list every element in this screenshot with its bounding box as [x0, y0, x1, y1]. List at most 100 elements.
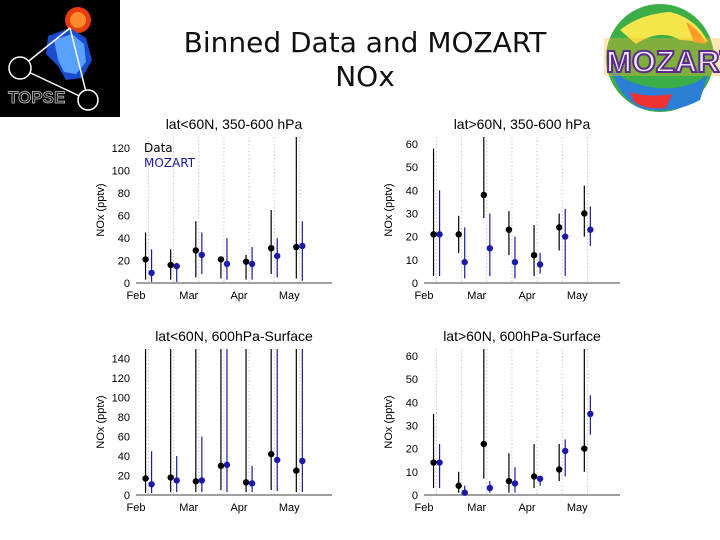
- y-tick-label: 30: [406, 420, 418, 432]
- y-tick-label: 120: [112, 373, 130, 385]
- model-point: [511, 480, 519, 487]
- chart-top-left: lat<60N, 350-600 hPa NOx (pptv) 0 20 40 60 80 1…: [95, 116, 332, 302]
- y-tick-label: 40: [406, 397, 418, 409]
- data-point: [142, 256, 149, 263]
- chart-top-right: lat>60N, 350-600 hPa NOx (pptv) 0 10 20 30 40 5…: [383, 116, 620, 302]
- data-point: [242, 258, 250, 265]
- data-point: [505, 477, 513, 485]
- y-tick-label: 30: [406, 208, 418, 220]
- y-tick-label: 60: [406, 351, 418, 363]
- chart-title: lat<60N, 600hPa-Surface: [155, 328, 313, 344]
- chart-title: lat>60N, 600hPa-Surface: [443, 328, 601, 344]
- data-point: [530, 473, 538, 480]
- y-tick-label: 140: [112, 354, 130, 366]
- slide-title-line1: Binned Data and MOZART: [183, 26, 547, 59]
- data-point: [455, 482, 462, 489]
- data-point: [267, 450, 275, 458]
- y-axis-label: NOx (pptv): [95, 183, 107, 236]
- data-point: [267, 244, 275, 252]
- data-point: [192, 478, 200, 485]
- y-tick-label: 0: [412, 490, 418, 502]
- x-tick-label: May: [279, 502, 300, 514]
- model-point: [274, 456, 281, 464]
- model-point: [173, 477, 180, 484]
- y-axis-label: NOx (pptv): [95, 395, 107, 448]
- model-point: [436, 231, 443, 238]
- y-tick-label: 60: [118, 211, 130, 223]
- data-point: [217, 256, 225, 263]
- data-point: [167, 474, 174, 481]
- x-tick-label: Mar: [467, 290, 486, 302]
- chart-bottom-left: lat<60N, 600hPa-Surface NOx (pptv) 0 20 40 60…: [95, 328, 332, 514]
- model-point: [461, 489, 468, 496]
- slide-title: Binned Data and MOZART NOx: [150, 26, 580, 94]
- model-point: [274, 252, 281, 260]
- data-point: [293, 467, 300, 474]
- model-point: [223, 260, 231, 268]
- y-tick-label: 80: [118, 188, 130, 200]
- data-point: [293, 243, 300, 251]
- mozart-logo: MOZART: [600, 0, 720, 117]
- x-tick-label: Feb: [127, 290, 146, 302]
- data-point: [555, 224, 563, 231]
- model-point: [461, 258, 468, 266]
- data-point: [455, 231, 462, 238]
- data-point: [505, 226, 513, 233]
- model-point: [248, 480, 256, 487]
- data-point: [217, 462, 225, 469]
- legend: Data MOZART: [144, 141, 195, 171]
- x-tick-label: Feb: [127, 502, 146, 514]
- x-tick-label: Apr: [518, 290, 535, 302]
- model-point: [562, 233, 569, 240]
- logo-right-text: MOZART: [606, 44, 720, 79]
- x-tick-label: Feb: [415, 290, 434, 302]
- y-tick-label: 0: [124, 278, 130, 290]
- model-point: [587, 410, 594, 418]
- model-point: [486, 245, 494, 252]
- model-point: [536, 261, 544, 268]
- slide-title-line2: NOx: [335, 60, 395, 93]
- y-tick-label: 20: [118, 471, 130, 483]
- data-point: [581, 210, 588, 217]
- y-axis-label: NOx (pptv): [383, 183, 395, 236]
- data-point: [242, 479, 250, 486]
- y-tick-label: 0: [412, 278, 418, 290]
- y-axis-label: NOx (pptv): [383, 395, 395, 448]
- chart-title: lat>60N, 350-600 hPa: [454, 116, 591, 132]
- y-tick-label: 50: [406, 374, 418, 386]
- model-point: [299, 457, 306, 465]
- model-point: [198, 477, 206, 484]
- model-point: [562, 447, 569, 455]
- data-point: [555, 466, 563, 473]
- data-point: [480, 440, 488, 448]
- y-tick-label: 10: [406, 467, 418, 479]
- model-point: [436, 459, 443, 466]
- data-point: [430, 231, 437, 238]
- legend-data-label: Data: [144, 141, 173, 155]
- data-point: [530, 251, 538, 259]
- plot-bottom-left: lat<60N, 600hPa-Surface NOx (pptv) 0 20 40 60…: [92, 327, 342, 531]
- y-tick-label: 100: [112, 166, 130, 178]
- model-point: [173, 262, 180, 270]
- y-tick-label: 50: [406, 162, 418, 174]
- model-point: [223, 461, 231, 469]
- model-point: [148, 481, 155, 488]
- x-tick-label: Apr: [230, 290, 247, 302]
- x-tick-label: Mar: [467, 502, 486, 514]
- y-tick-label: 120: [112, 143, 130, 155]
- model-point: [536, 475, 544, 482]
- data-point: [430, 459, 437, 466]
- x-tick-label: Apr: [518, 502, 535, 514]
- data-point: [192, 247, 200, 254]
- y-tick-label: 40: [118, 233, 130, 245]
- data-point: [480, 191, 488, 199]
- model-point: [148, 269, 155, 277]
- model-point: [511, 258, 519, 266]
- data-point: [581, 445, 588, 452]
- x-tick-label: Apr: [230, 502, 247, 514]
- model-point: [299, 242, 306, 250]
- y-tick-label: 20: [118, 256, 130, 268]
- y-tick-label: 10: [406, 255, 418, 267]
- plot-top-right: lat>60N, 350-600 hPa NOx (pptv) 0 10 20 30 40 5…: [380, 115, 630, 319]
- y-tick-label: 80: [118, 412, 130, 424]
